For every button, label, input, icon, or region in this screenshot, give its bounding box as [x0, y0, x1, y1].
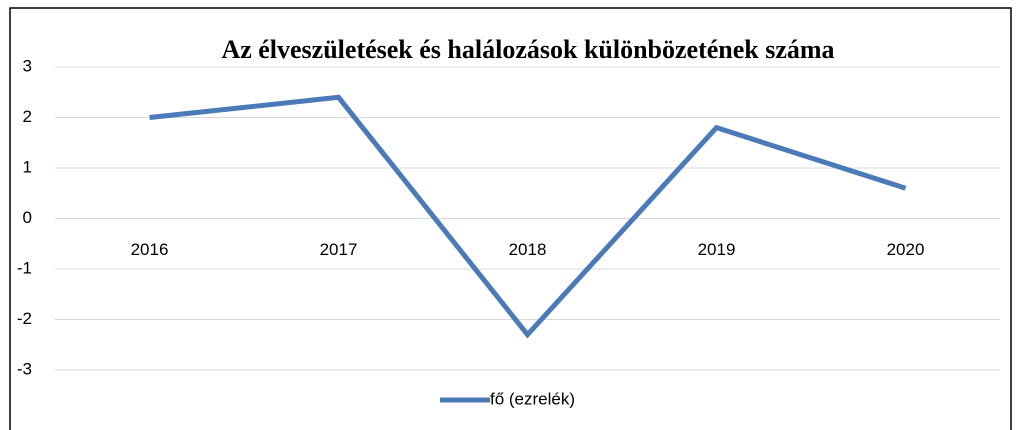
legend-label: fő (ezrelék): [490, 389, 575, 408]
x-tick-label: 2019: [698, 240, 736, 259]
x-tick-label: 2017: [320, 240, 358, 259]
x-tick-label: 2016: [131, 240, 169, 259]
x-tick-label: 2020: [887, 240, 925, 259]
y-tick-label: -3: [17, 359, 32, 378]
data-line: [149, 94, 907, 339]
x-tick-label: 2018: [509, 240, 547, 259]
y-tick-label: 2: [23, 107, 32, 126]
y-tick-label: -1: [17, 258, 32, 277]
y-tick-label: 1: [23, 157, 32, 176]
y-tick-label: 0: [23, 208, 32, 227]
y-tick-label: -2: [17, 309, 32, 328]
y-tick-label: 3: [23, 56, 32, 75]
chart-title: Az élveszületések és halálozások különbö…: [221, 35, 834, 64]
